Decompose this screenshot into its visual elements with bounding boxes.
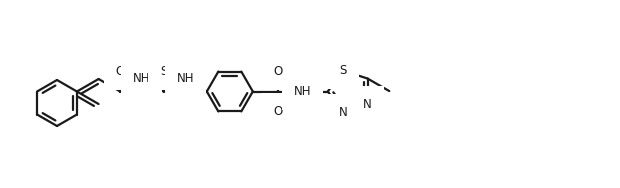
Text: S: S — [160, 65, 167, 78]
Text: N: N — [363, 98, 372, 111]
Text: O: O — [273, 105, 283, 118]
Text: NH: NH — [133, 73, 151, 86]
Text: NH: NH — [177, 73, 194, 86]
Text: S: S — [339, 64, 347, 77]
Text: O: O — [273, 65, 283, 78]
Text: NH: NH — [294, 85, 312, 98]
Text: O: O — [115, 65, 125, 78]
Text: N: N — [339, 106, 347, 119]
